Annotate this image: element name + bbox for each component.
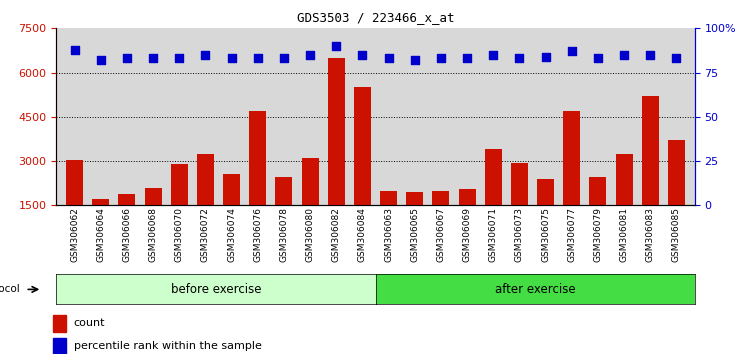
Point xyxy=(200,52,212,58)
Bar xyxy=(484,149,502,250)
Point xyxy=(592,56,604,61)
Point xyxy=(644,52,656,58)
Point xyxy=(487,52,499,58)
Bar xyxy=(380,190,397,250)
Bar xyxy=(433,190,449,250)
Bar xyxy=(459,189,475,250)
Bar xyxy=(145,188,161,250)
Bar xyxy=(563,111,581,250)
Point xyxy=(382,56,394,61)
Point xyxy=(357,52,369,58)
Point xyxy=(514,56,526,61)
Point xyxy=(435,56,447,61)
Text: count: count xyxy=(74,319,105,329)
Bar xyxy=(170,164,188,250)
Text: percentile rank within the sample: percentile rank within the sample xyxy=(74,342,261,352)
Bar xyxy=(53,338,66,354)
Point xyxy=(95,57,107,63)
Point xyxy=(304,52,316,58)
Bar xyxy=(616,154,632,250)
Text: after exercise: after exercise xyxy=(495,283,575,296)
Point xyxy=(409,57,421,63)
Bar xyxy=(276,177,292,250)
Bar xyxy=(537,179,554,250)
Bar xyxy=(511,162,528,250)
Point xyxy=(618,52,630,58)
Bar xyxy=(66,160,83,250)
Bar xyxy=(223,175,240,250)
Bar xyxy=(327,58,345,250)
Point xyxy=(566,48,578,54)
Bar xyxy=(53,315,66,332)
Bar xyxy=(119,194,135,250)
Text: before exercise: before exercise xyxy=(170,283,261,296)
Point xyxy=(252,56,264,61)
Point xyxy=(278,56,290,61)
Point xyxy=(539,54,551,59)
Bar xyxy=(354,87,371,250)
Bar xyxy=(302,158,318,250)
Point xyxy=(461,56,473,61)
Point xyxy=(225,56,237,61)
Bar xyxy=(668,141,685,250)
Bar xyxy=(249,111,267,250)
Point xyxy=(671,56,683,61)
Point xyxy=(68,47,80,52)
Point xyxy=(330,43,342,49)
Text: GDS3503 / 223466_x_at: GDS3503 / 223466_x_at xyxy=(297,11,454,24)
Point xyxy=(147,56,159,61)
Point xyxy=(173,56,185,61)
Bar xyxy=(590,177,606,250)
Text: protocol: protocol xyxy=(0,284,20,295)
Point xyxy=(121,56,133,61)
Bar xyxy=(641,96,659,250)
Bar xyxy=(92,199,110,250)
Bar xyxy=(406,192,424,250)
Bar xyxy=(197,154,214,250)
